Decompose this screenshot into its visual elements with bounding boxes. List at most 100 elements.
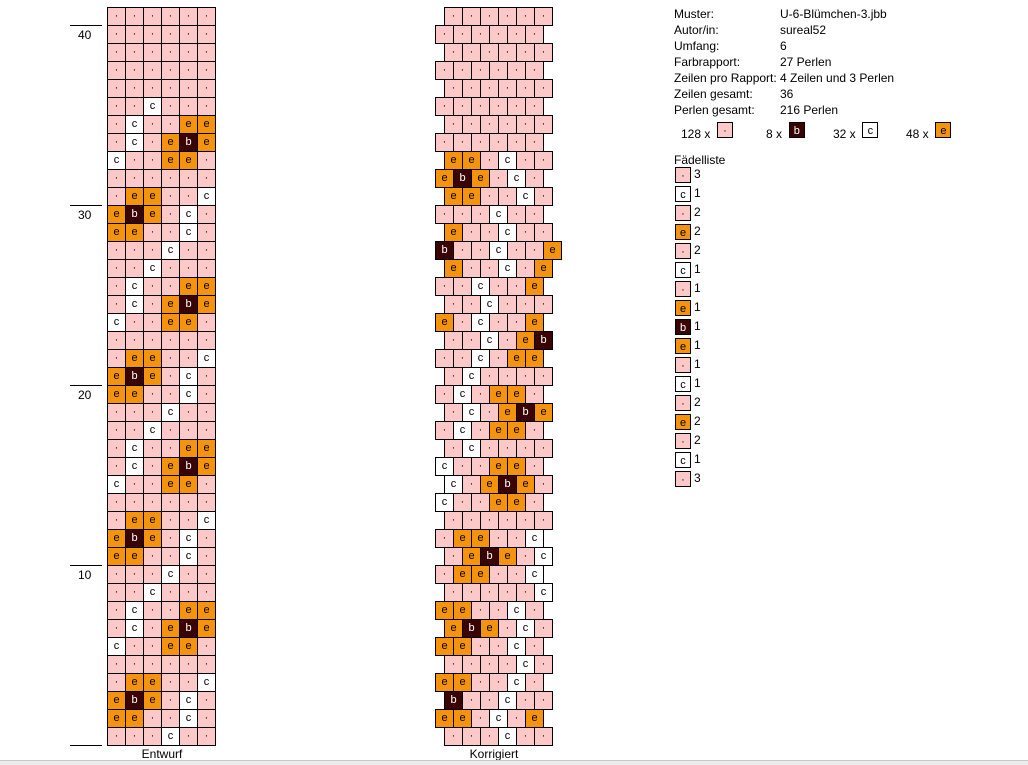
bead[interactable]: · — [507, 205, 526, 224]
bead[interactable]: · — [444, 727, 463, 746]
bead[interactable]: · — [462, 7, 481, 26]
bead[interactable]: · — [471, 457, 490, 476]
bead[interactable]: · — [507, 313, 526, 332]
bead[interactable]: · — [480, 43, 499, 62]
legend-bead[interactable]: c — [862, 122, 879, 138]
faedel-bead[interactable]: c — [675, 452, 691, 468]
bead[interactable]: · — [435, 565, 454, 584]
bead[interactable]: · — [489, 349, 508, 368]
bead[interactable]: · — [444, 403, 463, 422]
bead[interactable]: · — [489, 133, 508, 152]
bead[interactable]: c — [462, 367, 481, 386]
bead[interactable]: · — [525, 673, 544, 692]
bead[interactable]: e — [480, 475, 499, 494]
bead[interactable]: · — [480, 403, 499, 422]
bead[interactable]: c — [498, 259, 517, 278]
legend-bead[interactable]: b — [788, 122, 805, 138]
bead[interactable]: c — [197, 673, 216, 692]
bead[interactable]: · — [444, 583, 463, 602]
bead[interactable]: · — [435, 205, 454, 224]
bead[interactable]: · — [480, 259, 499, 278]
bead[interactable]: · — [453, 277, 472, 296]
bead[interactable]: · — [525, 493, 544, 512]
bead[interactable]: · — [453, 349, 472, 368]
bead[interactable]: · — [444, 655, 463, 674]
bead[interactable]: · — [525, 133, 544, 152]
bead[interactable]: · — [516, 511, 535, 530]
bead[interactable]: e — [525, 313, 544, 332]
bead[interactable]: e — [507, 349, 526, 368]
bead[interactable]: c — [534, 583, 553, 602]
bead[interactable]: e — [480, 619, 499, 638]
bead[interactable]: e — [197, 457, 216, 476]
faedel-bead[interactable]: c — [675, 186, 691, 202]
bead[interactable]: · — [480, 439, 499, 458]
bead[interactable]: · — [534, 439, 553, 458]
bead[interactable]: c — [534, 547, 553, 566]
bead[interactable]: · — [498, 511, 517, 530]
bead[interactable]: e — [197, 277, 216, 296]
faedel-bead[interactable]: · — [675, 357, 691, 373]
bead[interactable]: · — [462, 331, 481, 350]
bead[interactable]: · — [471, 61, 490, 80]
bead[interactable]: · — [498, 655, 517, 674]
bead[interactable]: c — [471, 349, 490, 368]
bead[interactable]: · — [435, 97, 454, 116]
faedel-bead[interactable]: · — [675, 471, 691, 487]
bead[interactable]: · — [525, 205, 544, 224]
bead[interactable]: c — [489, 205, 508, 224]
bead[interactable]: · — [507, 61, 526, 80]
bead[interactable]: · — [462, 727, 481, 746]
bead[interactable]: e — [453, 673, 472, 692]
bead[interactable]: · — [480, 151, 499, 170]
bead[interactable]: e — [435, 169, 454, 188]
bead[interactable]: e — [516, 331, 535, 350]
bead[interactable]: · — [534, 79, 553, 98]
bead[interactable]: · — [471, 25, 490, 44]
bead[interactable]: · — [462, 115, 481, 134]
bead[interactable]: c — [480, 295, 499, 314]
bead[interactable]: · — [435, 61, 454, 80]
bead[interactable]: · — [197, 727, 216, 746]
bead[interactable]: · — [525, 385, 544, 404]
bead[interactable]: · — [516, 727, 535, 746]
bead[interactable]: · — [444, 331, 463, 350]
bead[interactable]: · — [489, 277, 508, 296]
bead[interactable]: · — [453, 133, 472, 152]
bead[interactable]: c — [525, 529, 544, 548]
bead[interactable]: e — [444, 619, 463, 638]
bead[interactable]: · — [489, 25, 508, 44]
bead[interactable]: · — [498, 439, 517, 458]
bead[interactable]: · — [534, 151, 553, 170]
bead[interactable]: · — [471, 97, 490, 116]
bead[interactable]: · — [516, 43, 535, 62]
bead[interactable]: e — [197, 133, 216, 152]
bead[interactable]: · — [444, 547, 463, 566]
bead[interactable]: e — [453, 637, 472, 656]
bead[interactable]: c — [471, 277, 490, 296]
bead[interactable]: e — [453, 601, 472, 620]
bead[interactable]: e — [471, 529, 490, 548]
bead[interactable]: c — [498, 223, 517, 242]
bead[interactable]: · — [197, 709, 216, 728]
bead[interactable]: · — [507, 25, 526, 44]
bead[interactable]: e — [507, 493, 526, 512]
bead[interactable]: · — [489, 61, 508, 80]
bead[interactable]: · — [444, 115, 463, 134]
bead[interactable]: · — [498, 367, 517, 386]
bead[interactable]: · — [444, 439, 463, 458]
bead[interactable]: b — [516, 403, 535, 422]
bead[interactable]: · — [444, 511, 463, 530]
bead[interactable]: e — [525, 349, 544, 368]
bead[interactable]: · — [444, 295, 463, 314]
bead[interactable]: c — [498, 727, 517, 746]
bead[interactable]: · — [435, 277, 454, 296]
bead[interactable]: e — [534, 403, 553, 422]
bead[interactable]: · — [534, 727, 553, 746]
bead[interactable]: · — [525, 25, 544, 44]
bead[interactable]: · — [498, 331, 517, 350]
bead[interactable]: · — [480, 511, 499, 530]
bead[interactable]: · — [471, 133, 490, 152]
